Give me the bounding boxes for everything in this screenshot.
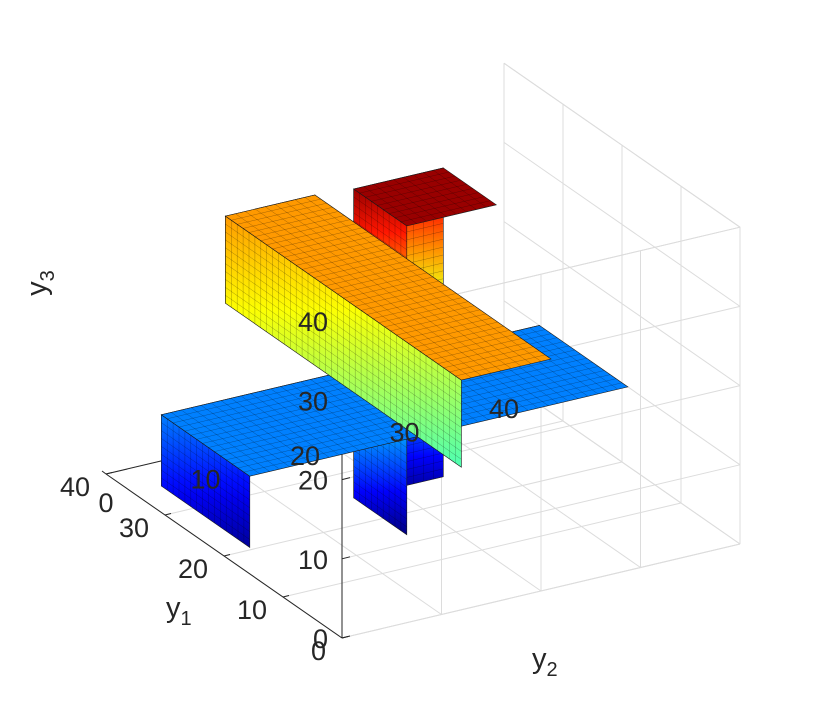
tick-label-y3: 0 bbox=[313, 624, 328, 654]
tick-label-y3: 20 bbox=[298, 466, 328, 496]
tick-mark-y1 bbox=[341, 636, 349, 639]
block-face-top bbox=[352, 167, 498, 227]
tick-label-y1: 20 bbox=[178, 554, 208, 584]
tick-mark-y2 bbox=[101, 470, 107, 475]
tick-label-y2: 0 bbox=[98, 488, 113, 518]
grid-line bbox=[503, 379, 741, 545]
grid-line bbox=[503, 62, 741, 228]
grid-lines bbox=[105, 62, 741, 639]
tick-mark-y1 bbox=[105, 472, 113, 475]
tick-mark-y3 bbox=[341, 556, 351, 560]
tick-mark-y1 bbox=[164, 513, 172, 516]
block-bar-along-y1 bbox=[224, 194, 552, 468]
tick-label-y1: 10 bbox=[237, 595, 267, 625]
tick-label-y1: 40 bbox=[60, 472, 90, 502]
tick-label-y3: 40 bbox=[298, 307, 328, 337]
tick-label-y1: 30 bbox=[119, 513, 149, 543]
tick-label-y2: 40 bbox=[489, 394, 519, 424]
grid-line bbox=[503, 141, 741, 307]
tick-mark-y3 bbox=[341, 477, 351, 481]
axis-label-y1: y1 bbox=[166, 592, 192, 630]
axis-label-y2: y2 bbox=[532, 643, 558, 681]
grid-line bbox=[223, 461, 623, 557]
grid-line bbox=[503, 221, 741, 387]
tick-label-y2: 30 bbox=[389, 418, 419, 448]
tick-mark-y1 bbox=[223, 554, 231, 557]
tick-label-y1: 0 bbox=[311, 636, 326, 666]
voxel-blocks bbox=[160, 167, 629, 549]
block-face-top bbox=[224, 194, 552, 381]
tick-labels: 0 10 20 30 40 0 10 20 30 40 0 10 20 30 40 bbox=[60, 307, 519, 666]
axis-label-y3: y3 bbox=[21, 270, 59, 296]
tick-label-y2: 10 bbox=[190, 465, 220, 495]
tick-label-y2: 20 bbox=[290, 441, 320, 471]
tick-label-y3: 30 bbox=[298, 386, 328, 416]
tick-mark-y1 bbox=[282, 595, 290, 598]
tick-label-y3: 10 bbox=[298, 545, 328, 575]
